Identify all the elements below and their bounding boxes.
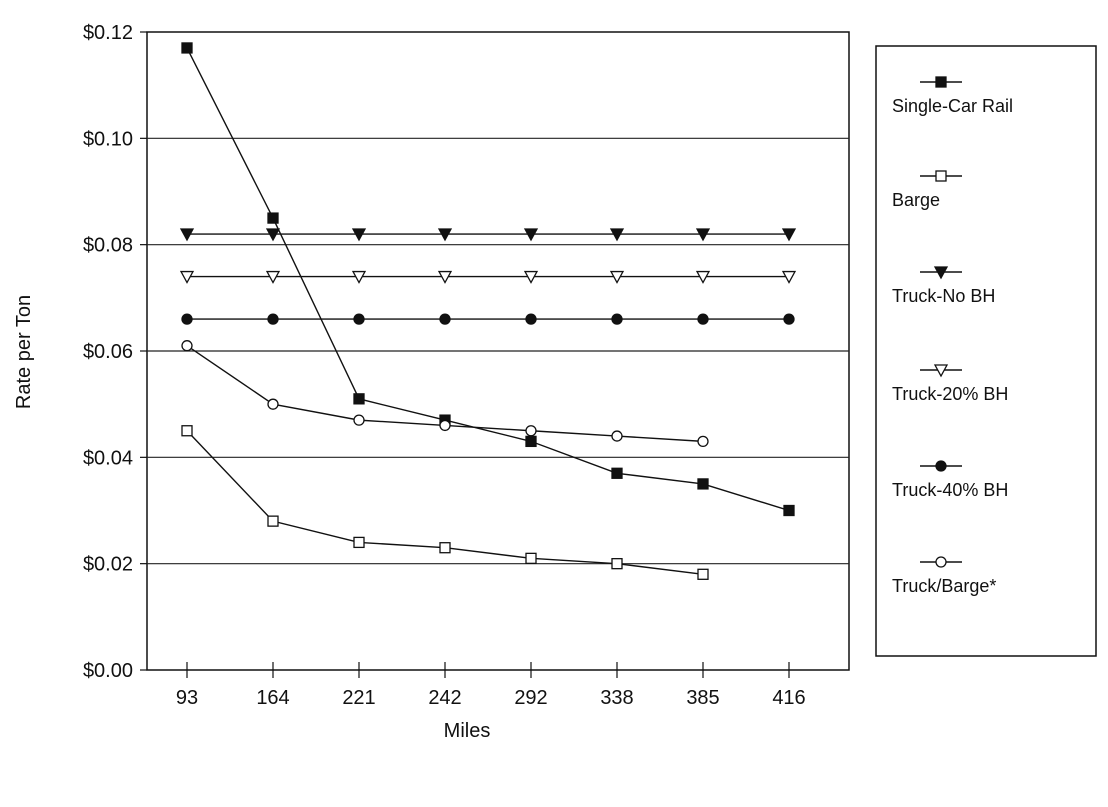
- x-tick-label: 93: [176, 687, 198, 709]
- y-tick-label: $0.12: [83, 22, 133, 44]
- legend-label: Truck-20% BH: [892, 384, 1008, 404]
- y-tick-label: $0.10: [83, 128, 133, 150]
- legend-entry-1: Barge: [892, 170, 962, 210]
- data-point: [439, 313, 451, 325]
- series-0: [181, 42, 795, 517]
- axes: $0.00 $0.02 $0.04 $0.06 $0.08 $0.10 $0.12 93 164…: [83, 22, 806, 709]
- legend-marker: [935, 76, 947, 88]
- data-point: [697, 435, 709, 448]
- series-1: [181, 425, 709, 580]
- legend-marker: [935, 556, 947, 568]
- legend-entry-5: Truck/Barge*: [892, 556, 996, 596]
- data-point: [181, 340, 193, 352]
- series-layer: [179, 42, 797, 580]
- data-point: [695, 228, 711, 242]
- grid-lines: [147, 137, 849, 565]
- data-point: [439, 419, 451, 432]
- y-tick-label: $0.00: [83, 660, 133, 682]
- data-point: [611, 313, 623, 325]
- series-line: [186, 47, 790, 512]
- data-point: [437, 228, 453, 242]
- x-tick-label: 221: [342, 687, 375, 709]
- legend-label: Truck/Barge*: [892, 576, 996, 596]
- data-point: [265, 228, 281, 242]
- x-tick-label: 292: [514, 687, 547, 709]
- legend-label: Single-Car Rail: [892, 96, 1013, 116]
- series-5: [181, 340, 709, 448]
- data-point: [179, 270, 195, 284]
- data-point: [611, 467, 623, 479]
- data-point: [353, 536, 365, 549]
- legend: Single-Car Rail Barge Truck-No BH Truck-20%…: [892, 76, 1013, 596]
- data-point: [179, 228, 195, 242]
- data-point: [181, 425, 193, 437]
- data-point: [783, 504, 795, 517]
- data-point: [525, 552, 537, 564]
- series-4: [181, 313, 795, 325]
- data-point: [611, 558, 623, 570]
- data-point: [525, 435, 537, 448]
- y-axis-label: Rate per Ton: [13, 295, 35, 409]
- x-tick-label: 385: [686, 687, 719, 709]
- legend-entry-2: Truck-No BH: [892, 266, 995, 306]
- data-point: [439, 542, 451, 554]
- legend-marker: [933, 266, 949, 280]
- data-point: [525, 425, 537, 437]
- data-point: [351, 270, 367, 284]
- x-tick-label: 242: [428, 687, 461, 709]
- data-point: [611, 430, 623, 442]
- x-axis-label: Miles: [444, 720, 491, 742]
- data-point: [353, 313, 365, 325]
- legend-label: Barge: [892, 190, 940, 210]
- y-tick-label: $0.06: [83, 341, 133, 363]
- data-point: [781, 228, 797, 242]
- data-point: [267, 313, 279, 325]
- legend-entry-3: Truck-20% BH: [892, 364, 1008, 404]
- series-2: [179, 228, 797, 242]
- legend-label: Truck-No BH: [892, 286, 995, 306]
- data-point: [695, 270, 711, 284]
- legend-entry-4: Truck-40% BH: [892, 460, 1008, 500]
- legend-marker: [933, 364, 949, 378]
- data-point: [697, 313, 709, 325]
- x-tick-label: 338: [600, 687, 633, 709]
- data-point: [265, 270, 281, 284]
- data-point: [609, 270, 625, 284]
- y-tick-label: $0.04: [83, 447, 133, 469]
- data-point: [181, 313, 193, 325]
- data-point: [781, 270, 797, 284]
- legend-box: [875, 45, 1097, 657]
- data-point: [267, 515, 279, 527]
- data-point: [523, 270, 539, 284]
- data-point: [525, 313, 537, 325]
- x-tick-label: 416: [772, 687, 805, 709]
- legend-entry-0: Single-Car Rail: [892, 76, 1013, 116]
- legend-marker: [935, 170, 947, 182]
- data-point: [783, 313, 795, 325]
- data-point: [267, 212, 279, 224]
- data-point: [697, 478, 709, 490]
- data-point: [181, 42, 193, 54]
- x-tick-label: 164: [256, 687, 289, 709]
- y-tick-label: $0.08: [83, 235, 133, 257]
- legend-marker: [935, 460, 947, 472]
- data-point: [353, 414, 365, 426]
- data-point: [351, 228, 367, 242]
- data-point: [523, 228, 539, 242]
- data-point: [353, 393, 365, 405]
- data-point: [609, 228, 625, 242]
- data-point: [437, 270, 453, 284]
- y-tick-label: $0.02: [83, 554, 133, 576]
- series-3: [179, 270, 797, 284]
- legend-label: Truck-40% BH: [892, 480, 1008, 500]
- data-point: [267, 398, 279, 410]
- data-point: [697, 568, 709, 580]
